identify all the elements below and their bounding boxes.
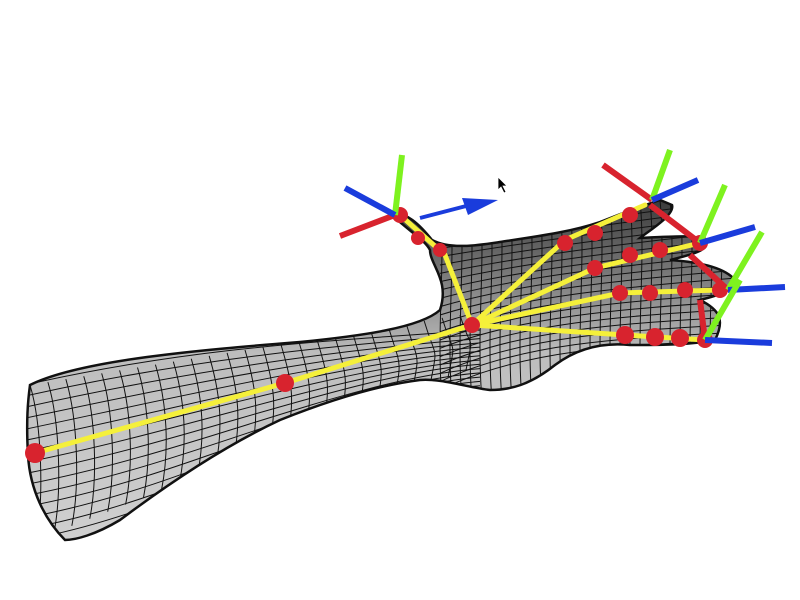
mesh-long-line: [27, 368, 481, 486]
mesh-ring-line: [137, 367, 149, 498]
axis-x-handle[interactable]: [648, 202, 702, 246]
joint-marker[interactable]: [622, 247, 638, 263]
mesh-ring-line: [47, 381, 60, 534]
arrow-gizmo-icon[interactable]: [419, 198, 498, 220]
mesh-ring-line: [154, 364, 167, 491]
axis-x-handle[interactable]: [697, 299, 708, 341]
joint-marker[interactable]: [642, 285, 658, 301]
mesh-hand-ring: [709, 200, 713, 401]
joint-gizmo[interactable]: [338, 154, 405, 239]
axis-y-handle[interactable]: [649, 148, 673, 202]
joint-marker[interactable]: [612, 285, 628, 301]
joint-marker[interactable]: [587, 225, 603, 241]
mesh-long-line: [27, 363, 481, 475]
mesh-hand-line: [439, 339, 736, 391]
joint-gizmo[interactable]: [601, 148, 700, 203]
mesh-long-line: [27, 342, 481, 419]
mesh-hand-line: [439, 246, 736, 291]
joint-marker[interactable]: [276, 374, 294, 392]
axis-x-handle[interactable]: [687, 252, 731, 293]
axis-y-handle[interactable]: [702, 278, 743, 342]
joint-marker[interactable]: [646, 328, 664, 346]
mesh-hand-line: [439, 277, 736, 324]
joint-marker[interactable]: [616, 326, 634, 344]
mesh-hand-line: [439, 331, 736, 383]
joint-marker[interactable]: [652, 242, 668, 258]
axis-x-handle[interactable]: [601, 162, 654, 203]
axis-z-handle[interactable]: [699, 224, 756, 246]
joint-marker[interactable]: [671, 329, 689, 347]
axis-z-handle[interactable]: [704, 337, 773, 346]
joint-marker[interactable]: [622, 207, 638, 223]
joint-marker[interactable]: [557, 235, 573, 251]
bone-line: [397, 212, 475, 328]
mesh-hand-line: [439, 308, 736, 358]
mesh-hand-line: [439, 269, 736, 316]
joint-marker[interactable]: [677, 282, 693, 298]
mesh-long-line: [27, 346, 481, 430]
skeleton-joints[interactable]: [25, 207, 728, 463]
mesh-hand-ring: [719, 200, 723, 401]
axis-y-handle[interactable]: [697, 183, 728, 245]
mesh-hand-line: [439, 300, 736, 349]
mouse-pointer-icon: [497, 176, 508, 194]
joint-marker[interactable]: [433, 243, 447, 257]
joint-marker[interactable]: [587, 260, 603, 276]
joint-marker[interactable]: [464, 317, 480, 333]
joint-axis-gizmos[interactable]: [338, 148, 786, 346]
axis-z-handle[interactable]: [650, 177, 700, 203]
mesh-long-line: [27, 338, 481, 408]
joint-marker[interactable]: [25, 443, 45, 463]
axis-z-handle[interactable]: [343, 185, 397, 218]
mesh-long-line: [27, 329, 481, 386]
joint-gizmo[interactable]: [697, 278, 773, 346]
axis-y-handle[interactable]: [392, 154, 405, 216]
mesh-ring-line: [172, 361, 185, 484]
mesh-ring-line: [190, 358, 203, 477]
mesh-ring-line: [119, 370, 131, 505]
mesh-hand-line: [439, 323, 736, 374]
joint-gizmo[interactable]: [648, 183, 756, 246]
axis-y-handle[interactable]: [725, 230, 765, 292]
mesh-ring-line: [405, 323, 418, 392]
mesh-long-line: [27, 359, 481, 463]
joint-marker[interactable]: [411, 231, 425, 245]
axis-x-handle[interactable]: [338, 212, 397, 239]
mesh-ring-line: [423, 320, 436, 385]
mesh-ring-line: [65, 379, 78, 526]
